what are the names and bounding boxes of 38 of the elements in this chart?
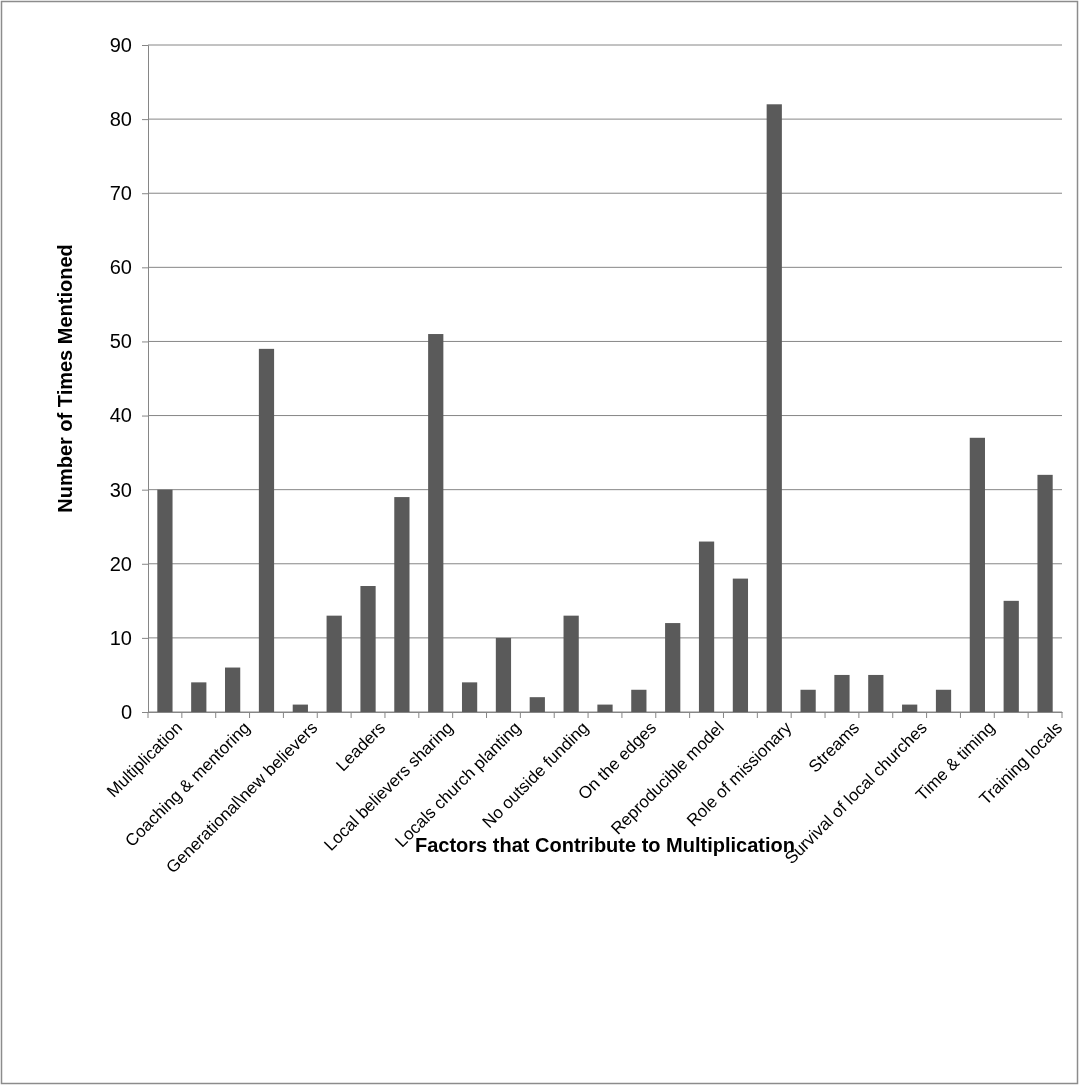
bar: [766, 104, 782, 712]
y-tick-label: 20: [109, 552, 132, 575]
bar: [529, 697, 545, 712]
bar: [597, 704, 613, 712]
bar: [495, 637, 512, 712]
y-tick-label: 60: [109, 256, 132, 279]
bar: [461, 682, 478, 712]
bar: [428, 334, 444, 712]
bar: [631, 689, 647, 712]
y-tick-label: 10: [109, 626, 132, 649]
bar: [698, 541, 715, 712]
bar: [292, 704, 308, 712]
y-tick-label: 70: [109, 182, 132, 205]
bar: [969, 437, 985, 712]
y-tick-label: 80: [109, 108, 132, 131]
y-axis-title: Number of Times Mentioned: [54, 244, 76, 513]
bar: [326, 615, 342, 712]
y-tick-label: 40: [109, 404, 132, 427]
bar: [834, 674, 850, 712]
bar: [935, 689, 952, 712]
y-tick-label: 90: [109, 33, 132, 56]
bar: [258, 348, 275, 712]
bar: [563, 615, 579, 712]
y-tick-label: 0: [120, 700, 132, 723]
bar: [902, 704, 918, 712]
y-tick-label: 50: [109, 330, 132, 353]
bar: [732, 578, 749, 712]
bar: [1003, 600, 1019, 712]
bar: [665, 623, 681, 712]
bar: [1037, 474, 1053, 712]
bar: [225, 667, 241, 712]
bar: [360, 586, 376, 712]
bar: [868, 674, 884, 712]
bar: [394, 497, 410, 712]
y-tick-label: 30: [109, 478, 132, 501]
bar: [157, 489, 173, 712]
bar: [191, 682, 207, 712]
bar: [800, 689, 816, 712]
